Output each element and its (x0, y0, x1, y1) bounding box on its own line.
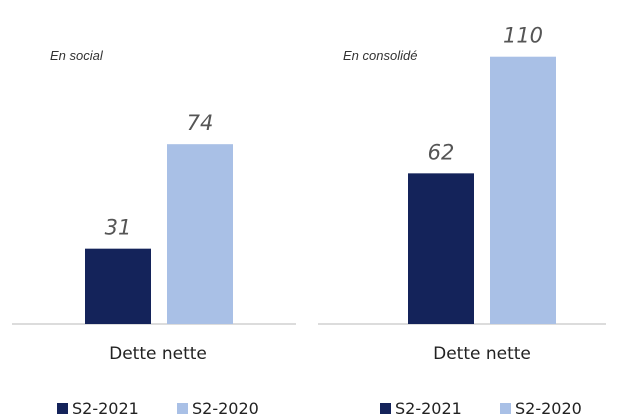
chart-subtitle-social: En social (50, 48, 104, 63)
bar-s2-2021-consolide (408, 173, 474, 324)
legend-label-s2-2021-consolide: S2-2021 (395, 399, 462, 418)
bar-s2-2021-social (85, 248, 151, 324)
legend-label-s2-2020-consolide: S2-2020 (515, 399, 582, 418)
legend-swatch-s2-2021-social (57, 403, 68, 414)
bar-s2-2020-social (167, 144, 233, 324)
chart-panel-consolide: En consolidé Dette nette S2-2021 S2-2020… (318, 24, 606, 418)
data-label-s2-2021-consolide: 62 (428, 140, 455, 164)
legend-swatch-s2-2020-consolide (500, 403, 511, 414)
legend-consolide: S2-2021 S2-2020 (380, 399, 582, 418)
legend-social: S2-2021 S2-2020 (57, 399, 259, 418)
chart-subtitle-consolide: En consolidé (343, 48, 417, 63)
legend-swatch-s2-2021-consolide (380, 403, 391, 414)
legend-label-s2-2020-social: S2-2020 (192, 399, 259, 418)
legend-label-s2-2021-social: S2-2021 (72, 399, 139, 418)
category-label-consolide: Dette nette (433, 344, 531, 364)
category-label-social: Dette nette (109, 344, 207, 364)
legend-swatch-s2-2020-social (177, 403, 188, 414)
data-label-s2-2020-social: 74 (187, 111, 214, 135)
chart-panel-social: En social Dette nette S2-2021 S2-2020 31… (12, 48, 296, 418)
bar-s2-2020-consolide (490, 56, 556, 324)
data-label-s2-2020-consolide: 110 (503, 24, 543, 48)
data-label-s2-2021-social: 31 (105, 216, 132, 240)
